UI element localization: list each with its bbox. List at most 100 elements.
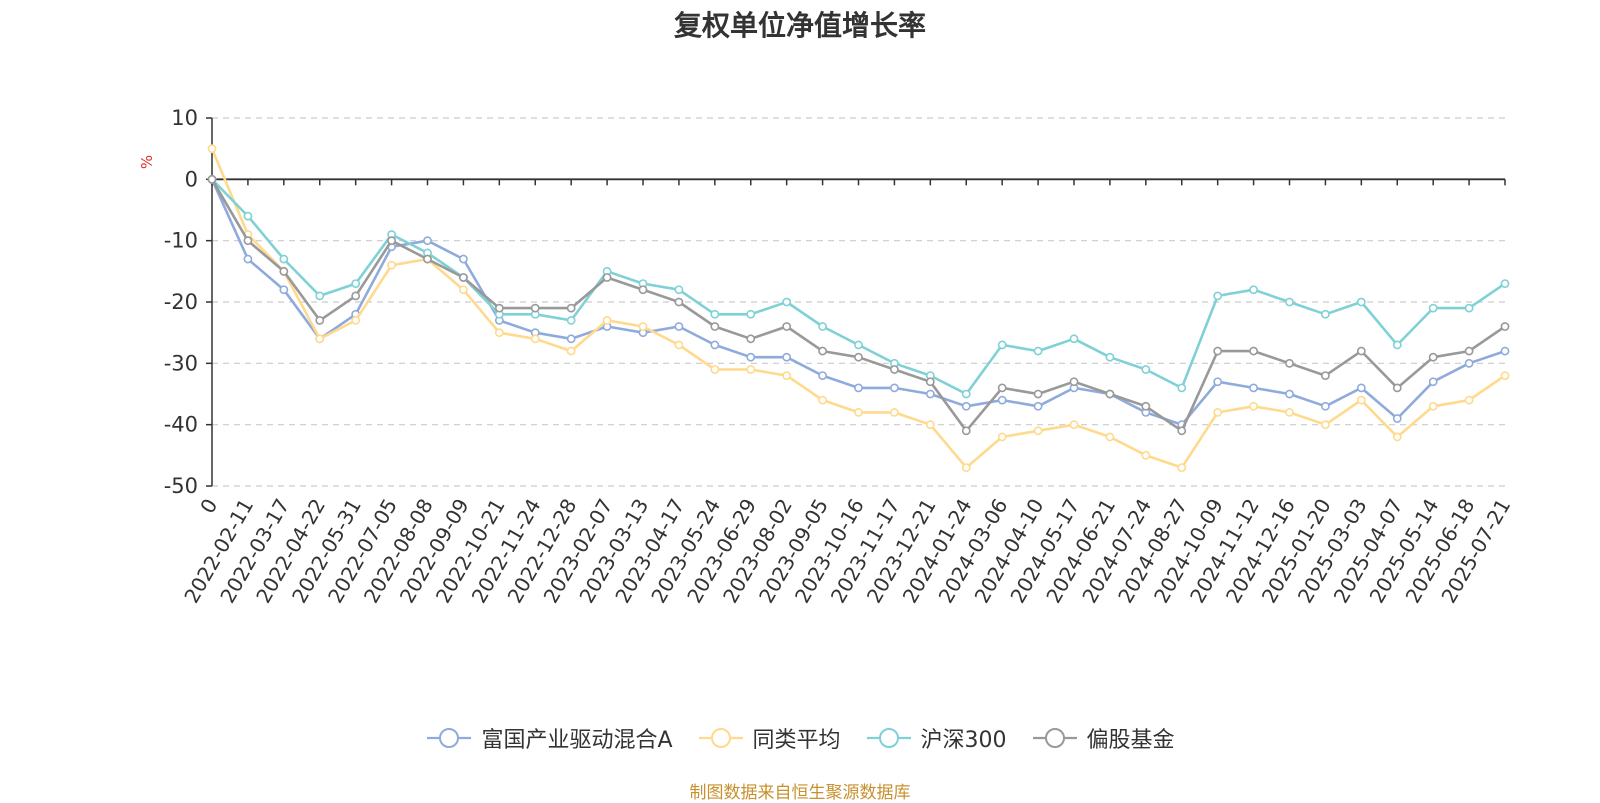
data-point: [1321, 420, 1330, 430]
data-point: [1105, 432, 1115, 442]
series-lines: [207, 144, 1510, 472]
data-point: [961, 463, 971, 472]
data-point: [1213, 291, 1223, 301]
data-point: [925, 377, 935, 387]
series-line-3: [210, 178, 1506, 433]
data-point: [459, 273, 468, 282]
data-point: [1141, 450, 1151, 460]
data-point: [494, 328, 504, 338]
data-point: [566, 315, 576, 325]
data-point: [1249, 346, 1258, 356]
data-point: [1285, 297, 1294, 307]
data-point: [1464, 346, 1474, 356]
legend-item[interactable]: 沪深300: [865, 722, 1007, 754]
data-point: [890, 365, 899, 374]
data-point: [782, 322, 792, 331]
data-point: [279, 254, 289, 264]
data-point: [1141, 365, 1151, 374]
legend-label: 沪深300: [920, 728, 1007, 753]
data-point: [1392, 383, 1402, 393]
legend-item[interactable]: 富国产业驱动混合A: [425, 722, 673, 754]
data-point: [602, 315, 612, 325]
axes: 100-10-20-30-40-5002022-02-112022-03-172…: [164, 106, 1516, 607]
legend-swatch: [698, 728, 743, 748]
data-point: [710, 365, 720, 374]
data-point: [961, 389, 971, 399]
data-point: [1213, 407, 1223, 417]
data-point: [746, 352, 756, 362]
data-point: [423, 236, 432, 246]
data-point: [854, 352, 863, 362]
data-point: [674, 285, 684, 295]
data-point: [1069, 334, 1079, 344]
data-point: [1356, 346, 1366, 356]
data-point: [997, 395, 1007, 405]
legend-swatch: [427, 728, 472, 748]
legend-item[interactable]: 同类平均: [697, 722, 841, 754]
data-point: [854, 407, 863, 417]
data-point: [746, 309, 756, 319]
y-tick-label: 0: [185, 167, 198, 191]
data-point: [1500, 346, 1510, 356]
data-point: [1177, 426, 1187, 436]
data-point: [530, 303, 540, 313]
source-note: 制图数据来自恒生聚源数据库: [689, 783, 911, 803]
data-point: [387, 236, 396, 246]
data-point: [1105, 352, 1115, 362]
data-point: [423, 254, 432, 264]
data-point: [387, 260, 396, 270]
data-point: [1428, 401, 1438, 411]
data-point: [1069, 377, 1079, 387]
data-point: [351, 279, 361, 288]
data-point: [1285, 389, 1294, 399]
data-point: [854, 340, 863, 350]
y-tick-label: -20: [164, 290, 198, 314]
data-point: [1321, 371, 1330, 380]
y-tick-label: -30: [164, 351, 198, 375]
data-point: [1392, 414, 1402, 423]
data-point: [530, 334, 540, 344]
data-point: [279, 266, 289, 276]
data-point: [1177, 463, 1187, 472]
grid-lines: [212, 117, 1505, 487]
data-point: [279, 285, 289, 295]
data-point: [710, 309, 720, 319]
legend: 富国产业驱动混合A 同类平均 沪深300 偏股基金: [0, 722, 1600, 754]
data-point: [1213, 346, 1223, 356]
data-point: [1428, 377, 1438, 387]
data-point: [638, 285, 648, 295]
y-tick-label: 10: [171, 106, 198, 130]
data-point: [890, 383, 899, 393]
data-point: [315, 315, 325, 325]
data-point: [710, 340, 720, 350]
y-tick-label: -50: [164, 474, 198, 498]
data-point: [1321, 309, 1330, 319]
data-point: [1321, 401, 1330, 411]
data-point: [1177, 383, 1187, 393]
data-point: [997, 383, 1007, 393]
data-point: [1249, 401, 1258, 411]
data-point: [674, 297, 684, 307]
data-point: [1356, 297, 1366, 307]
data-point: [1033, 389, 1043, 399]
data-point: [243, 211, 253, 221]
data-point: [315, 291, 325, 301]
data-point: [674, 322, 684, 331]
data-point: [566, 303, 576, 313]
data-point: [351, 291, 361, 301]
data-point: [1213, 377, 1223, 387]
data-point: [1428, 352, 1438, 362]
legend-label: 偏股基金: [1086, 728, 1175, 753]
data-point: [674, 340, 684, 350]
data-point: [1033, 401, 1043, 411]
legend-swatch: [866, 728, 911, 748]
data-point: [1033, 426, 1043, 436]
data-point: [1392, 432, 1402, 442]
data-point: [782, 371, 792, 380]
data-point: [459, 285, 468, 295]
legend-item[interactable]: 偏股基金: [1031, 722, 1175, 754]
data-point: [1105, 389, 1115, 399]
data-point: [1464, 395, 1474, 405]
x-tick-label: 0: [195, 495, 222, 518]
